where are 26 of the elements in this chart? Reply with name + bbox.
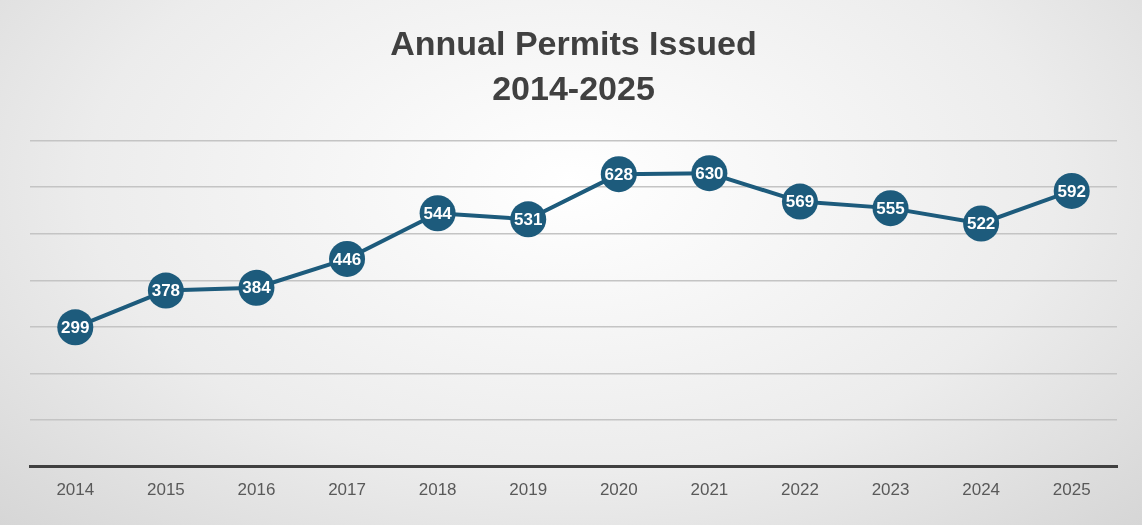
data-label: 531: [514, 209, 543, 229]
x-tick-label: 2017: [328, 480, 366, 500]
data-label: 378: [151, 281, 181, 301]
x-tick-label: 2022: [781, 480, 819, 500]
chart-title: Annual Permits Issued: [390, 23, 757, 62]
x-tick-label: 2015: [146, 480, 185, 500]
x-tick-label: 2014: [56, 480, 95, 500]
data-label: 592: [1057, 181, 1086, 201]
data-label: 446: [332, 249, 362, 269]
data-label: 569: [785, 192, 815, 212]
x-tick-label: 2019: [509, 480, 548, 500]
x-tick-label: 2021: [690, 480, 729, 500]
data-label: 628: [604, 164, 633, 184]
x-tick-label: 2020: [599, 480, 638, 500]
data-label: 522: [966, 214, 996, 234]
x-tick-label: 2025: [1052, 480, 1091, 500]
data-label: 384: [242, 278, 272, 298]
data-label: 555: [876, 198, 905, 218]
data-label: 299: [61, 318, 90, 338]
chart-subtitle: 2014-2025: [492, 68, 655, 107]
data-label: 630: [695, 163, 724, 183]
data-label: 544: [423, 203, 453, 223]
x-tick-label: 2024: [962, 480, 1001, 500]
x-tick-label: 2016: [237, 480, 276, 500]
x-tick-label: 2023: [871, 480, 910, 500]
x-tick-label: 2018: [418, 480, 457, 500]
